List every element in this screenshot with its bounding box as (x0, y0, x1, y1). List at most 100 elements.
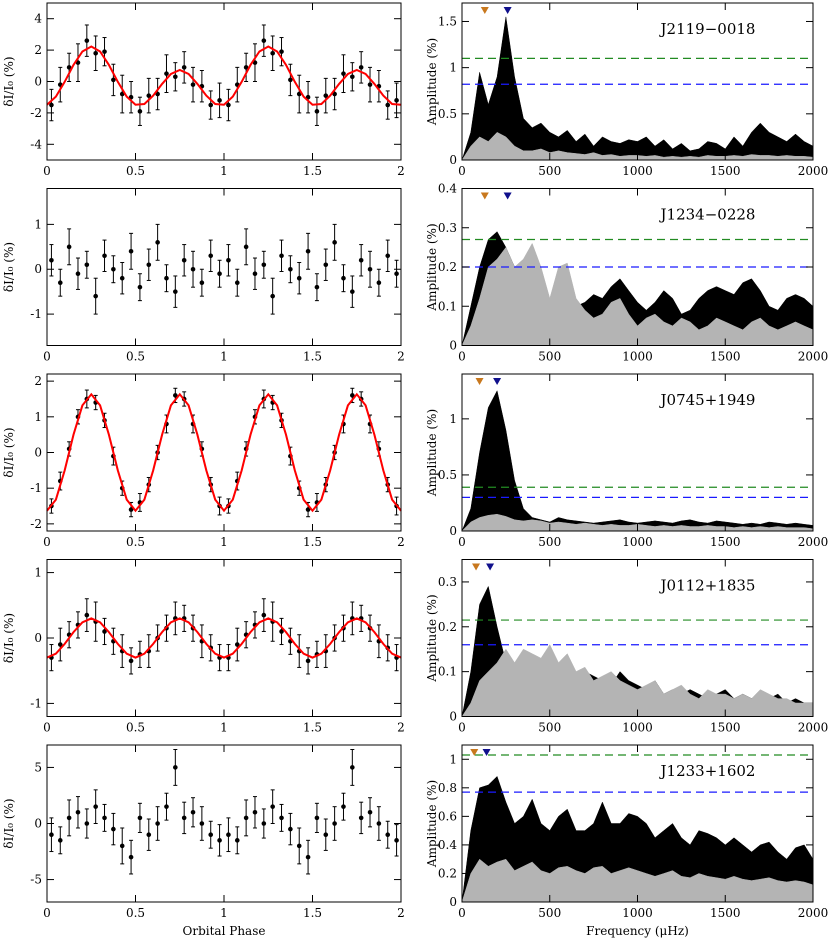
data-point (111, 826, 116, 832)
amplitude-spectrum (461, 858, 814, 903)
object-label: J0745+1949 (659, 391, 756, 409)
data-point (146, 832, 152, 838)
object-label: J1233+1602 (659, 762, 756, 780)
data-point (234, 838, 240, 843)
data-point (385, 253, 391, 259)
x-tick-label: 1000 (622, 721, 653, 735)
data-point (84, 262, 90, 268)
x-tick-label: 500 (538, 535, 561, 549)
data-point (305, 507, 311, 512)
y-tick-label: 0 (449, 895, 457, 909)
data-point (66, 65, 72, 70)
y-tick-label: 0 (34, 446, 42, 460)
data-point (394, 838, 399, 843)
y-tick-label: 1 (34, 217, 42, 231)
x-tick-label: 1.5 (303, 721, 322, 735)
plot-frame (46, 2, 402, 161)
x-tick-label: 2 (397, 721, 405, 735)
model-curve (46, 617, 402, 659)
data-point (93, 293, 98, 299)
y-tick-label: -2 (30, 106, 42, 120)
plot-frame (46, 744, 402, 903)
data-point (252, 271, 258, 277)
x-tick-label: 1 (220, 906, 228, 920)
y-tick-label: 5 (34, 760, 42, 774)
data-point (270, 293, 275, 299)
data-point (93, 804, 98, 809)
x-tick-label: 1 (220, 350, 228, 364)
y-tick-label: 0 (449, 710, 457, 724)
x-tick-label: 0 (458, 721, 466, 735)
data-point (261, 262, 267, 268)
data-point (57, 280, 63, 286)
y-tick-label: 0.2 (438, 260, 457, 274)
frequency-marker (480, 7, 489, 14)
data-point (243, 244, 249, 250)
frequency-marker (503, 7, 512, 14)
data-point (190, 82, 196, 87)
data-point (296, 275, 302, 281)
data-point (252, 809, 258, 815)
y-tick-label: 0 (34, 817, 42, 831)
y-tick-label: 2 (34, 374, 42, 388)
data-point (199, 280, 205, 286)
x-tick-label: 1 (220, 164, 228, 178)
frequency-marker (470, 749, 479, 756)
object-label: J1234−0228 (659, 206, 756, 224)
data-point (243, 815, 249, 821)
data-point (279, 253, 284, 259)
y-tick-label: 1 (449, 61, 457, 75)
data-point (243, 65, 249, 70)
data-point (226, 257, 231, 263)
data-point (173, 289, 178, 294)
y-tick-label: 0 (449, 524, 457, 538)
frequency-marker (503, 192, 512, 200)
data-point (234, 642, 240, 647)
data-point (128, 249, 134, 254)
data-point (173, 765, 178, 770)
data-point (208, 102, 214, 108)
x-tick-label: 0.5 (126, 535, 145, 549)
x-tick-label: 2000 (798, 906, 829, 920)
y-axis-label: δI/I₀ (%) (2, 242, 16, 292)
y-tick-label: 0.2 (438, 866, 457, 880)
data-point (261, 38, 267, 43)
x-tick-label: 0 (43, 721, 51, 735)
model-curve (46, 392, 402, 513)
data-point (146, 93, 152, 98)
data-point (288, 77, 293, 83)
x-tick-label: 1.5 (303, 164, 322, 178)
data-point (146, 262, 152, 268)
x-tick-label: 1000 (622, 535, 653, 549)
x-tick-label: 500 (538, 906, 561, 920)
data-point (305, 658, 311, 664)
data-point (279, 629, 284, 634)
plot-frame (46, 559, 402, 717)
data-point (128, 658, 134, 664)
data-point (261, 612, 267, 618)
x-tick-label: 1500 (710, 535, 741, 549)
data-point (190, 809, 196, 815)
x-tick-label: 0 (43, 350, 51, 364)
data-point (341, 275, 346, 281)
frequency-marker (493, 378, 502, 385)
data-point (394, 98, 399, 103)
x-tick-label: 1 (220, 535, 228, 549)
frequency-marker (480, 192, 489, 200)
x-tick-label: 1500 (710, 350, 741, 364)
data-point (323, 832, 329, 838)
y-tick-label: 0 (34, 631, 42, 645)
data-point (128, 854, 134, 860)
y-tick-label: 0.8 (438, 781, 457, 795)
x-tick-label: 2000 (798, 164, 829, 178)
data-point (217, 838, 222, 843)
data-point (49, 832, 54, 838)
data-point (93, 50, 98, 56)
frequency-marker (475, 378, 484, 385)
x-tick-label: 1 (220, 721, 228, 735)
data-point (314, 109, 320, 114)
y-tick-label: 0 (34, 75, 42, 89)
data-point (164, 275, 169, 281)
data-point (341, 71, 346, 76)
x-tick-label: 0.5 (126, 906, 145, 920)
